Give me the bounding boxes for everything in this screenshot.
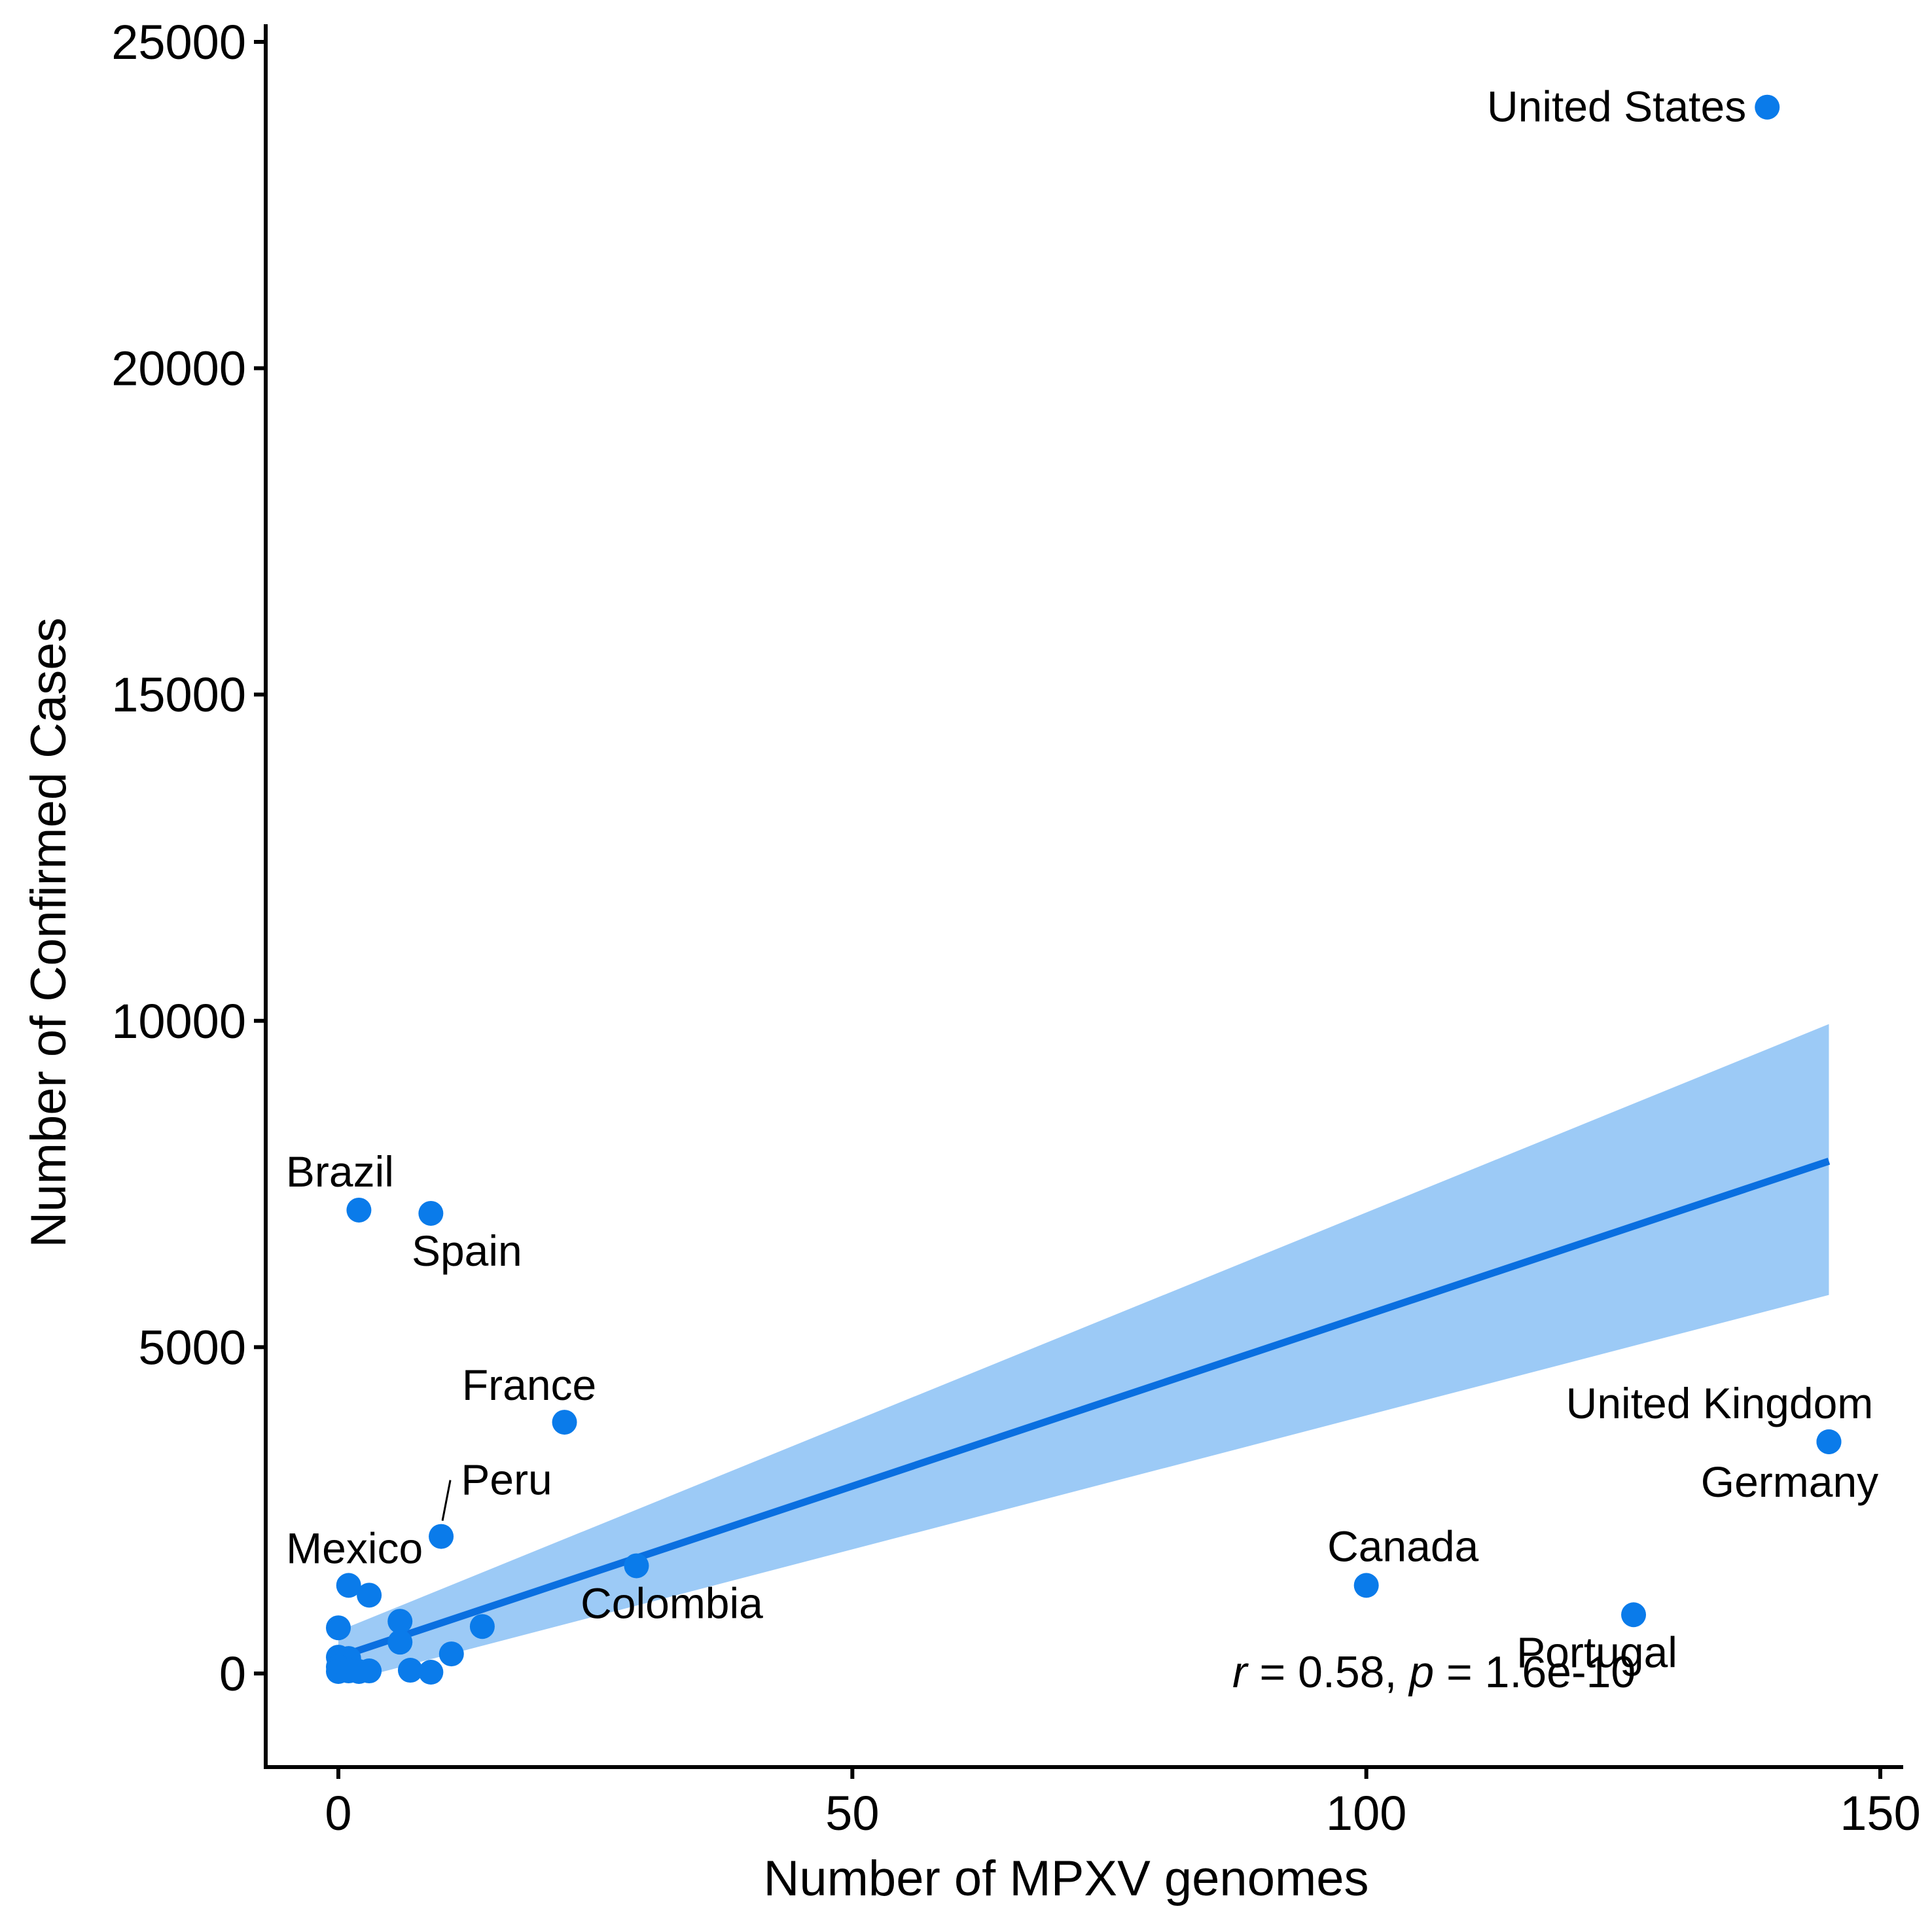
data-point <box>418 1660 444 1685</box>
point-label-colombia: Colombia <box>581 1579 763 1627</box>
data-point <box>326 1615 351 1641</box>
data-point-mexico <box>336 1573 361 1598</box>
point-label-united-kingdom: United Kingdom <box>1566 1379 1874 1427</box>
axes-layer <box>264 24 1903 1769</box>
point-label-france: France <box>462 1361 596 1409</box>
data-point-colombia <box>624 1553 649 1579</box>
fit-line-layer <box>337 1157 1831 1661</box>
x-tick-label: 150 <box>1840 1786 1920 1840</box>
data-point <box>357 1583 382 1608</box>
point-labels-layer: United States Brazil Spain France Peru Mexico… <box>286 82 1878 1677</box>
y-tick-label: 20000 <box>111 342 246 396</box>
y-tick-label: 15000 <box>111 668 246 722</box>
data-point <box>357 1658 382 1684</box>
point-label-peru: Peru <box>461 1456 552 1504</box>
data-point <box>397 1658 423 1683</box>
data-point-france <box>552 1410 577 1435</box>
y-tick-label: 0 <box>219 1647 246 1701</box>
point-label-united-states: United States <box>1487 82 1746 131</box>
data-point-peru <box>429 1524 454 1549</box>
leader-line-layer <box>441 1480 452 1521</box>
points-layer <box>326 94 1842 1685</box>
data-point-brazil <box>346 1197 372 1223</box>
p-symbol: p <box>1408 1647 1434 1697</box>
data-point <box>469 1614 495 1639</box>
confidence-band <box>338 1024 1829 1683</box>
data-point <box>387 1630 413 1655</box>
point-label-germany: Germany <box>1701 1458 1878 1506</box>
point-label-brazil: Brazil <box>286 1147 394 1196</box>
point-label-mexico: Mexico <box>286 1524 423 1572</box>
r-value: = 0.58, <box>1247 1647 1410 1697</box>
ticks-layer: 0 50 100 150 0 5000 10000 15000 20000 25000 <box>111 15 1921 1840</box>
y-tick-label: 25000 <box>111 15 246 69</box>
data-point-germany <box>1816 1429 1842 1454</box>
y-tick-label: 5000 <box>138 1320 246 1374</box>
regression-line <box>337 1157 1831 1661</box>
x-tick-label: 0 <box>325 1786 351 1840</box>
data-point <box>387 1609 413 1634</box>
p-value: = 1.6e-10 <box>1434 1647 1636 1697</box>
data-point-spain <box>418 1200 444 1226</box>
y-tick-label: 10000 <box>111 994 246 1048</box>
leader-line-peru <box>441 1480 452 1521</box>
x-tick-label: 100 <box>1326 1786 1406 1840</box>
confidence-band-layer <box>338 1024 1829 1683</box>
data-point-portugal <box>1621 1602 1647 1628</box>
correlation-annotation: r = 0.58, p = 1.6e-10 <box>1232 1647 1636 1697</box>
data-point-united-states <box>1755 94 1780 120</box>
data-point <box>438 1641 464 1667</box>
point-label-portugal: Portugal <box>1516 1628 1677 1676</box>
y-axis-title: Number of Confirmed Cases <box>21 617 77 1247</box>
point-label-spain: Spain <box>412 1226 522 1275</box>
x-tick-label: 50 <box>825 1786 879 1840</box>
point-label-canada: Canada <box>1327 1522 1478 1570</box>
x-axis-title: Number of MPXV genomes <box>763 1851 1368 1906</box>
r-symbol: r <box>1232 1647 1249 1697</box>
data-point-canada <box>1353 1573 1379 1598</box>
